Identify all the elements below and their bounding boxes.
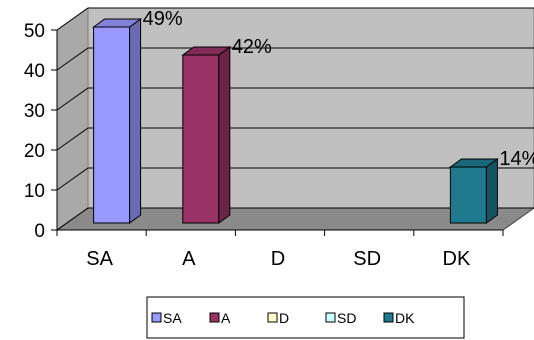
data-label-dk: 14%: [499, 148, 534, 170]
gridline-10: [56, 167, 534, 191]
y-tick-label-50: 50: [24, 21, 45, 42]
gridline-30: [56, 87, 534, 111]
data-labels: 49% 42% 14%: [143, 8, 534, 170]
gridlines: [56, 7, 534, 231]
legend-swatch-d: [267, 312, 278, 323]
legend-items: SA A D SD DK: [151, 310, 415, 326]
y-tick-label-30: 30: [24, 101, 45, 122]
bar-side-a: [218, 46, 231, 224]
legend-label-sd: SD: [337, 310, 356, 326]
bar-top-dk: [448, 158, 499, 168]
gridline-0: [56, 207, 534, 231]
x-axis-labels: SA A D SD DK: [86, 248, 471, 270]
legend-box: [146, 296, 465, 339]
x-label-sa: SA: [86, 248, 113, 270]
legend: SA A D SD DK: [146, 296, 465, 339]
y-tick-label-0: 0: [34, 221, 45, 242]
x-label-sd: SD: [353, 248, 381, 270]
legend-swatch-sa: [151, 312, 162, 323]
y-tick-label-40: 40: [24, 61, 45, 82]
gridline-20: [56, 127, 534, 151]
legend-swatch-dk: [383, 312, 394, 323]
data-label-sa: 49%: [143, 8, 183, 30]
bar-front-dk: [449, 166, 487, 224]
y-tick-label-10: 10: [24, 181, 45, 202]
legend-label-a: A: [221, 310, 231, 326]
data-label-a: 42%: [232, 36, 272, 58]
bar-front-a: [182, 54, 220, 224]
legend-label-d: D: [279, 310, 289, 326]
gridline-50: [56, 7, 534, 31]
bars: [92, 18, 499, 224]
x-label-d: D: [271, 248, 285, 270]
y-tick-label-20: 20: [24, 141, 45, 162]
x-label-a: A: [182, 248, 196, 270]
legend-label-sa: SA: [163, 310, 182, 326]
bar-side-dk: [485, 158, 498, 224]
bar-dk: [448, 158, 499, 224]
axes: [56, 30, 504, 236]
bar-front-sa: [93, 26, 131, 224]
bar-top-sa: [92, 18, 143, 28]
bar-side-sa: [129, 18, 142, 224]
y-axis-ticks: 0 10 20 30 40 50: [24, 21, 57, 242]
bar-a: [181, 46, 232, 224]
bar-sa: [92, 18, 143, 224]
legend-swatch-sd: [325, 312, 336, 323]
legend-label-dk: DK: [395, 310, 415, 326]
bar-top-a: [181, 46, 232, 56]
x-label-dk: DK: [443, 248, 471, 270]
legend-swatch-a: [209, 312, 220, 323]
side-wall: [56, 7, 89, 231]
gridline-40: [56, 47, 534, 71]
